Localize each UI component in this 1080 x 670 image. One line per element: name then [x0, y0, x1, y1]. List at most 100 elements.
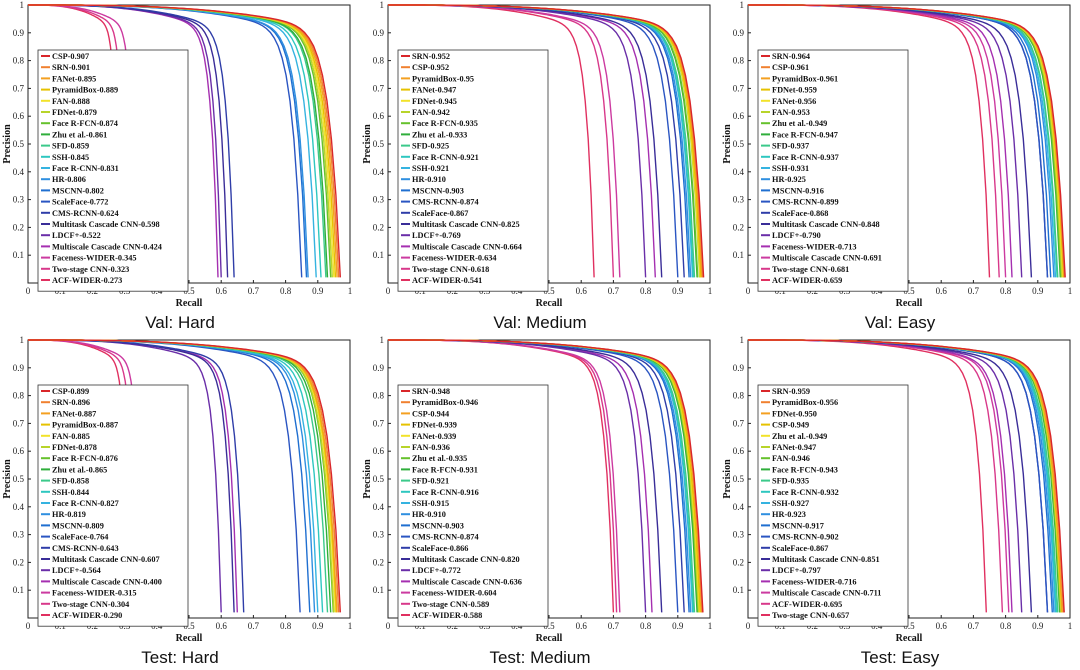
- legend-label: PyramidBox-0.887: [52, 421, 118, 430]
- legend-label: Two-stage CNN-0.657: [772, 611, 849, 620]
- chart-panel-test-easy: 00.10.10.20.20.30.30.40.40.50.50.60.60.7…: [720, 335, 1080, 670]
- legend-label: CSP-0.961: [772, 63, 809, 72]
- x-tick-label: 1: [348, 621, 353, 631]
- legend-label: SRN-0.964: [772, 52, 810, 61]
- legend-label: Multitask Cascade CNN-0.607: [52, 555, 160, 564]
- legend-label: CSP-0.907: [52, 52, 89, 61]
- y-tick-label: 1: [740, 0, 745, 10]
- x-axis-label: Recall: [176, 633, 203, 644]
- chart-panel-test-medium: 00.10.10.20.20.30.30.40.40.50.50.60.60.7…: [360, 335, 720, 670]
- legend-label: FAN-0.953: [772, 108, 810, 117]
- legend-label: Multitask Cascade CNN-0.848: [772, 220, 880, 229]
- series-curve: [748, 4, 1066, 278]
- legend-label: Face R-FCN-0.876: [52, 454, 118, 463]
- y-tick-label: 0.1: [13, 585, 24, 595]
- chart-caption: Val: Easy: [864, 313, 936, 332]
- chart-caption: Test: Medium: [489, 648, 591, 667]
- y-tick-label: 0.3: [13, 530, 25, 540]
- y-tick-label: 0.6: [13, 111, 25, 121]
- legend-label: HR-0.923: [772, 510, 806, 519]
- legend-label: HR-0.806: [52, 175, 86, 184]
- x-tick-label: 0.5: [903, 286, 915, 296]
- legend-label: Faceness-WIDER-0.604: [412, 589, 497, 598]
- legend-label: ScaleFace-0.772: [52, 198, 108, 207]
- x-tick-label: 0.6: [936, 286, 948, 296]
- legend-label: FDNet-0.959: [772, 86, 817, 95]
- legend-label: MSCNN-0.903: [412, 186, 464, 195]
- y-tick-label: 0.1: [733, 585, 744, 595]
- y-tick-label: 0.4: [373, 167, 385, 177]
- chart-svg: 00.10.10.20.20.30.30.40.40.50.50.60.60.7…: [2, 335, 353, 644]
- legend-label: CMS-RCNN-0.874: [412, 198, 479, 207]
- y-tick-label: 0.9: [373, 28, 385, 38]
- x-tick-label: 0.5: [903, 621, 915, 631]
- x-tick-label: 0.8: [280, 286, 292, 296]
- legend-label: FDNet-0.950: [772, 409, 817, 418]
- chart-svg: 00.10.10.20.20.30.30.40.40.50.50.60.60.7…: [362, 335, 712, 644]
- legend-label: PyramidBox-0.95: [412, 74, 474, 83]
- y-tick-label: 0.4: [373, 502, 385, 512]
- chart-caption: Val: Hard: [145, 313, 215, 332]
- legend-label: Face R-CNN-0.932: [772, 488, 839, 497]
- y-tick-label: 0.8: [733, 391, 745, 401]
- x-tick-label: 0.5: [543, 286, 555, 296]
- legend-box: [757, 49, 909, 292]
- legend-label: PyramidBox-0.946: [412, 398, 478, 407]
- x-tick-label: 0: [746, 286, 751, 296]
- legend-label: Multiscale Cascade CNN-0.664: [412, 242, 522, 251]
- legend-label: FDNet-0.878: [52, 443, 97, 452]
- legend-label: Face R-FCN-0.931: [412, 465, 478, 474]
- x-tick-label: 0.9: [1032, 621, 1044, 631]
- legend-label: HR-0.910: [412, 175, 446, 184]
- legend-label: SSH-0.931: [772, 164, 809, 173]
- legend-label: Zhu et al.-0.865: [52, 465, 107, 474]
- x-tick-label: 0.8: [1000, 621, 1012, 631]
- legend-label: FANet-0.887: [52, 409, 96, 418]
- series-curve: [388, 339, 704, 613]
- legend-label: CSP-0.949: [772, 421, 809, 430]
- legend-label: Two-stage CNN-0.304: [52, 600, 129, 609]
- legend-label: SFD-0.925: [412, 142, 449, 151]
- legend-label: ACF-WIDER-0.695: [772, 600, 842, 609]
- y-tick-label: 0.8: [13, 56, 25, 66]
- y-tick-label: 0.1: [733, 250, 744, 260]
- legend-label: Face R-CNN-0.831: [52, 164, 119, 173]
- legend-label: LDCF+-0.790: [772, 231, 821, 240]
- x-tick-label: 0.7: [248, 286, 260, 296]
- y-tick-label: 0.7: [373, 418, 385, 428]
- x-tick-label: 0.8: [640, 621, 652, 631]
- x-tick-label: 0.9: [672, 621, 684, 631]
- chart-svg: 00.10.10.20.20.30.30.40.40.50.50.60.60.7…: [722, 0, 1072, 309]
- y-axis-label: Precision: [362, 124, 373, 164]
- y-tick-label: 0.3: [733, 195, 745, 205]
- legend-label: Two-stage CNN-0.323: [52, 265, 129, 274]
- legend-label: SRN-0.901: [52, 63, 90, 72]
- y-tick-label: 0.5: [733, 139, 745, 149]
- series-curve: [748, 339, 1065, 613]
- x-tick-label: 1: [348, 286, 353, 296]
- y-tick-label: 0.5: [373, 474, 385, 484]
- legend-label: MSCNN-0.916: [772, 186, 824, 195]
- x-tick-label: 0.8: [280, 621, 292, 631]
- legend-label: Multitask Cascade CNN-0.598: [52, 220, 160, 229]
- y-tick-label: 0.1: [373, 585, 384, 595]
- legend-label: CMS-RCNN-0.643: [52, 544, 119, 553]
- x-axis-label: Recall: [896, 298, 923, 309]
- x-tick-label: 0: [746, 621, 751, 631]
- legend-label: CSP-0.899: [52, 387, 89, 396]
- legend-label: Faceness-WIDER-0.634: [412, 254, 497, 263]
- legend-label: FAN-0.888: [52, 97, 90, 106]
- legend-box: [397, 384, 549, 627]
- x-tick-label: 0.8: [640, 286, 652, 296]
- legend-label: FAN-0.885: [52, 432, 90, 441]
- y-axis-label: Precision: [2, 459, 13, 499]
- x-tick-label: 0.5: [543, 621, 555, 631]
- legend-box: [37, 49, 189, 292]
- legend-label: Face R-CNN-0.921: [412, 153, 479, 162]
- legend-label: Zhu et al.-0.949: [772, 119, 827, 128]
- legend-label: PyramidBox-0.956: [772, 398, 838, 407]
- legend-label: SSH-0.915: [412, 499, 449, 508]
- legend-label: ScaleFace-0.867: [412, 209, 468, 218]
- legend-label: LDCF+-0.522: [52, 231, 101, 240]
- y-tick-label: 0.9: [13, 363, 25, 373]
